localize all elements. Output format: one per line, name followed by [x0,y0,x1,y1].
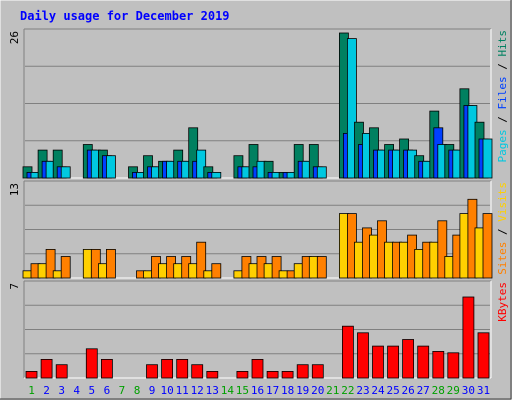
x-tick-label-day-31: 31 [477,384,490,397]
bar-kbytes-day-24 [372,345,384,379]
bar-kbytes-day-2 [40,358,53,379]
bar-sites-day-20 [316,256,327,279]
bar-kbytes-day-18 [281,370,294,379]
bar-kbytes-day-28 [432,350,445,379]
bar-kbytes-day-17 [266,370,279,379]
axis-label-part: Pages [496,129,509,162]
bar-kbytes-day-19 [296,364,309,379]
bar-kbytes-day-12 [191,364,204,379]
series-axis-label: Pages / Files / Hits [496,30,509,163]
bar-pages-day-20 [316,166,327,179]
bar-sites-day-12 [196,241,207,279]
y-max-label: 7 [8,283,21,290]
x-tick-label-day-29: 29 [447,384,460,397]
x-tick-label-day-27: 27 [417,384,430,397]
panel-hits-files-pages: 26 Pages / Files / Hits [8,28,509,179]
x-tick-label-day-16: 16 [251,384,264,397]
bar-sites-day-17 [271,256,282,279]
bar-kbytes-day-3 [55,364,68,379]
x-tick-label-day-12: 12 [191,384,204,397]
x-tick-label-day-9: 9 [149,384,156,397]
chart-title: Daily usage for December 2019 [20,9,230,23]
bar-kbytes-day-6 [101,358,113,379]
axis-label-part: Hits [496,30,509,57]
x-tick-label-day-23: 23 [356,384,369,397]
x-tick-label-day-30: 30 [462,384,475,397]
x-tick-label-day-25: 25 [386,384,399,397]
bar-kbytes-day-10 [161,358,174,379]
bar-kbytes-day-23 [357,332,369,379]
bar-kbytes-day-5 [85,348,98,379]
panel-visits-sites: 13 Sites / Visits [8,180,509,279]
bar-kbytes-day-1 [25,370,38,379]
bar-pages-day-6 [106,155,116,179]
bar-sites-day-6 [106,248,116,279]
x-tick-label-day-11: 11 [176,384,189,397]
x-tick-label-day-28: 28 [432,384,445,397]
axis-label-part: Visits [496,182,509,222]
axis-label-part: / [496,222,509,242]
x-tick-label-day-13: 13 [206,384,219,397]
x-axis: 1 2 3 4 5 6 7 8 9 10 11 12 13 14 15 16 17 18 19 20 21 22 23 24 2… [28,384,490,397]
bar-pages-day-22 [346,38,357,179]
bar-kbytes-day-20 [311,364,324,379]
x-tick-label-day-2: 2 [43,384,50,397]
x-tick-label-day-15: 15 [236,384,249,397]
x-tick-label-day-19: 19 [296,384,309,397]
axis-label-part: KBytes [496,282,509,322]
bar-kbytes-day-22 [341,325,354,379]
series-axis-label: Sites / Visits [496,182,509,275]
x-tick-label-day-1: 1 [28,384,35,397]
bar-kbytes-day-15 [236,370,249,379]
x-tick-label-day-3: 3 [58,384,65,397]
series-axis-label: KBytes [496,282,509,322]
bar-sites-day-2 [45,248,56,279]
bar-pages-day-13 [211,171,222,179]
x-tick-label-day-22: 22 [341,384,354,397]
bar-kbytes-day-26 [402,339,415,379]
x-tick-label-day-17: 17 [266,384,279,397]
bar-kbytes-day-31 [477,332,490,379]
bar-pages-day-3 [60,166,71,179]
bar-sites-day-31 [482,213,493,279]
x-tick-label-day-6: 6 [104,384,111,397]
x-tick-label-day-5: 5 [88,384,95,397]
axis-label-part: / [496,57,509,77]
axis-label-part: Sites [496,242,509,275]
axis-label-part: / [496,110,509,130]
bar-kbytes-day-27 [417,345,430,379]
x-tick-label-day-7: 7 [119,384,126,397]
bar-sites-day-13 [211,263,222,279]
x-tick-label-day-21: 21 [326,384,339,397]
bar-kbytes-day-16 [251,358,264,379]
chart-panels: 26 Pages / Files / Hits 13 Sites / Visits 7 K… [8,28,509,379]
axis-label-part: Files [496,76,509,109]
bar-sites-day-28 [437,220,448,279]
x-tick-label-day-18: 18 [281,384,294,397]
x-tick-label-day-8: 8 [134,384,141,397]
x-tick-label-day-10: 10 [160,384,173,397]
bar-kbytes-day-13 [206,370,219,379]
bar-sites-day-3 [60,256,71,279]
y-max-label: 26 [8,31,21,44]
x-tick-label-day-20: 20 [311,384,324,397]
bar-kbytes-day-29 [447,352,460,379]
bar-pages-day-31 [482,138,493,179]
y-max-label: 13 [8,183,21,196]
bar-kbytes-day-25 [387,345,400,379]
bar-kbytes-day-11 [176,358,189,379]
panel-kbytes: 7 KBytes [8,280,509,379]
x-tick-label-day-14: 14 [221,384,235,397]
x-tick-label-day-4: 4 [73,384,80,397]
bar-kbytes-day-30 [462,296,475,379]
bar-pages-day-12 [196,149,207,179]
bar-kbytes-day-9 [146,364,158,379]
x-tick-label-day-24: 24 [371,384,385,397]
x-tick-label-day-26: 26 [401,384,414,397]
